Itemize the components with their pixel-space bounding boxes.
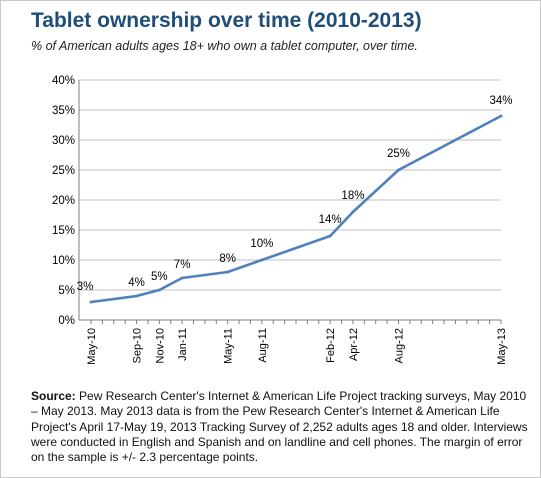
data-label: 7% xyxy=(174,259,191,271)
data-point xyxy=(226,270,230,274)
data-label: 10% xyxy=(250,238,273,250)
data-label: 4% xyxy=(128,277,145,289)
x-tick-label: Jan-11 xyxy=(177,328,189,361)
data-label: 3% xyxy=(77,281,94,293)
x-tick-label: May-11 xyxy=(223,328,235,364)
data-point xyxy=(328,234,332,238)
source-label: Source: xyxy=(31,389,76,403)
x-tick-label: Sep-10 xyxy=(132,328,144,363)
data-point xyxy=(89,300,93,304)
x-tick-label: Feb-12 xyxy=(325,328,337,363)
x-tick-label: May-10 xyxy=(86,328,98,365)
data-point xyxy=(397,168,400,172)
y-tick-label: 30% xyxy=(52,135,75,147)
y-tick-label: 0% xyxy=(58,315,75,327)
source-note: Source: Pew Research Center's Internet &… xyxy=(31,389,531,465)
data-point xyxy=(260,258,264,262)
y-tick-label: 40% xyxy=(52,75,75,87)
data-label: 5% xyxy=(151,271,168,283)
data-point xyxy=(499,114,503,118)
x-tick-label: Aug-12 xyxy=(394,328,406,363)
data-label: 8% xyxy=(219,253,236,265)
data-point xyxy=(180,276,184,280)
y-tick-label: 10% xyxy=(52,255,75,267)
data-point xyxy=(351,210,355,214)
y-tick-label: 20% xyxy=(52,195,75,207)
source-text: Pew Research Center's Internet & America… xyxy=(31,389,528,465)
data-point xyxy=(135,294,139,298)
x-tick-label: Aug-11 xyxy=(257,328,269,363)
chart-title: Tablet ownership over time (2010-2013) xyxy=(31,9,422,32)
y-tick-label: 25% xyxy=(52,165,75,177)
y-tick-label: 35% xyxy=(52,105,75,117)
y-tick-label: 15% xyxy=(52,225,75,237)
chart-subtitle: % of American adults ages 18+ who own a … xyxy=(31,39,418,53)
data-label: 14% xyxy=(319,214,342,226)
series-line xyxy=(90,114,502,304)
y-tick-label: 5% xyxy=(58,285,75,297)
data-point xyxy=(157,288,161,292)
x-tick-label: May-13 xyxy=(496,328,508,365)
data-label: 34% xyxy=(489,95,512,107)
x-tick-label: Apr-12 xyxy=(348,328,360,361)
data-label: 18% xyxy=(341,190,364,202)
data-label: 25% xyxy=(387,148,410,160)
x-tick-label: Nov-10 xyxy=(154,328,166,363)
